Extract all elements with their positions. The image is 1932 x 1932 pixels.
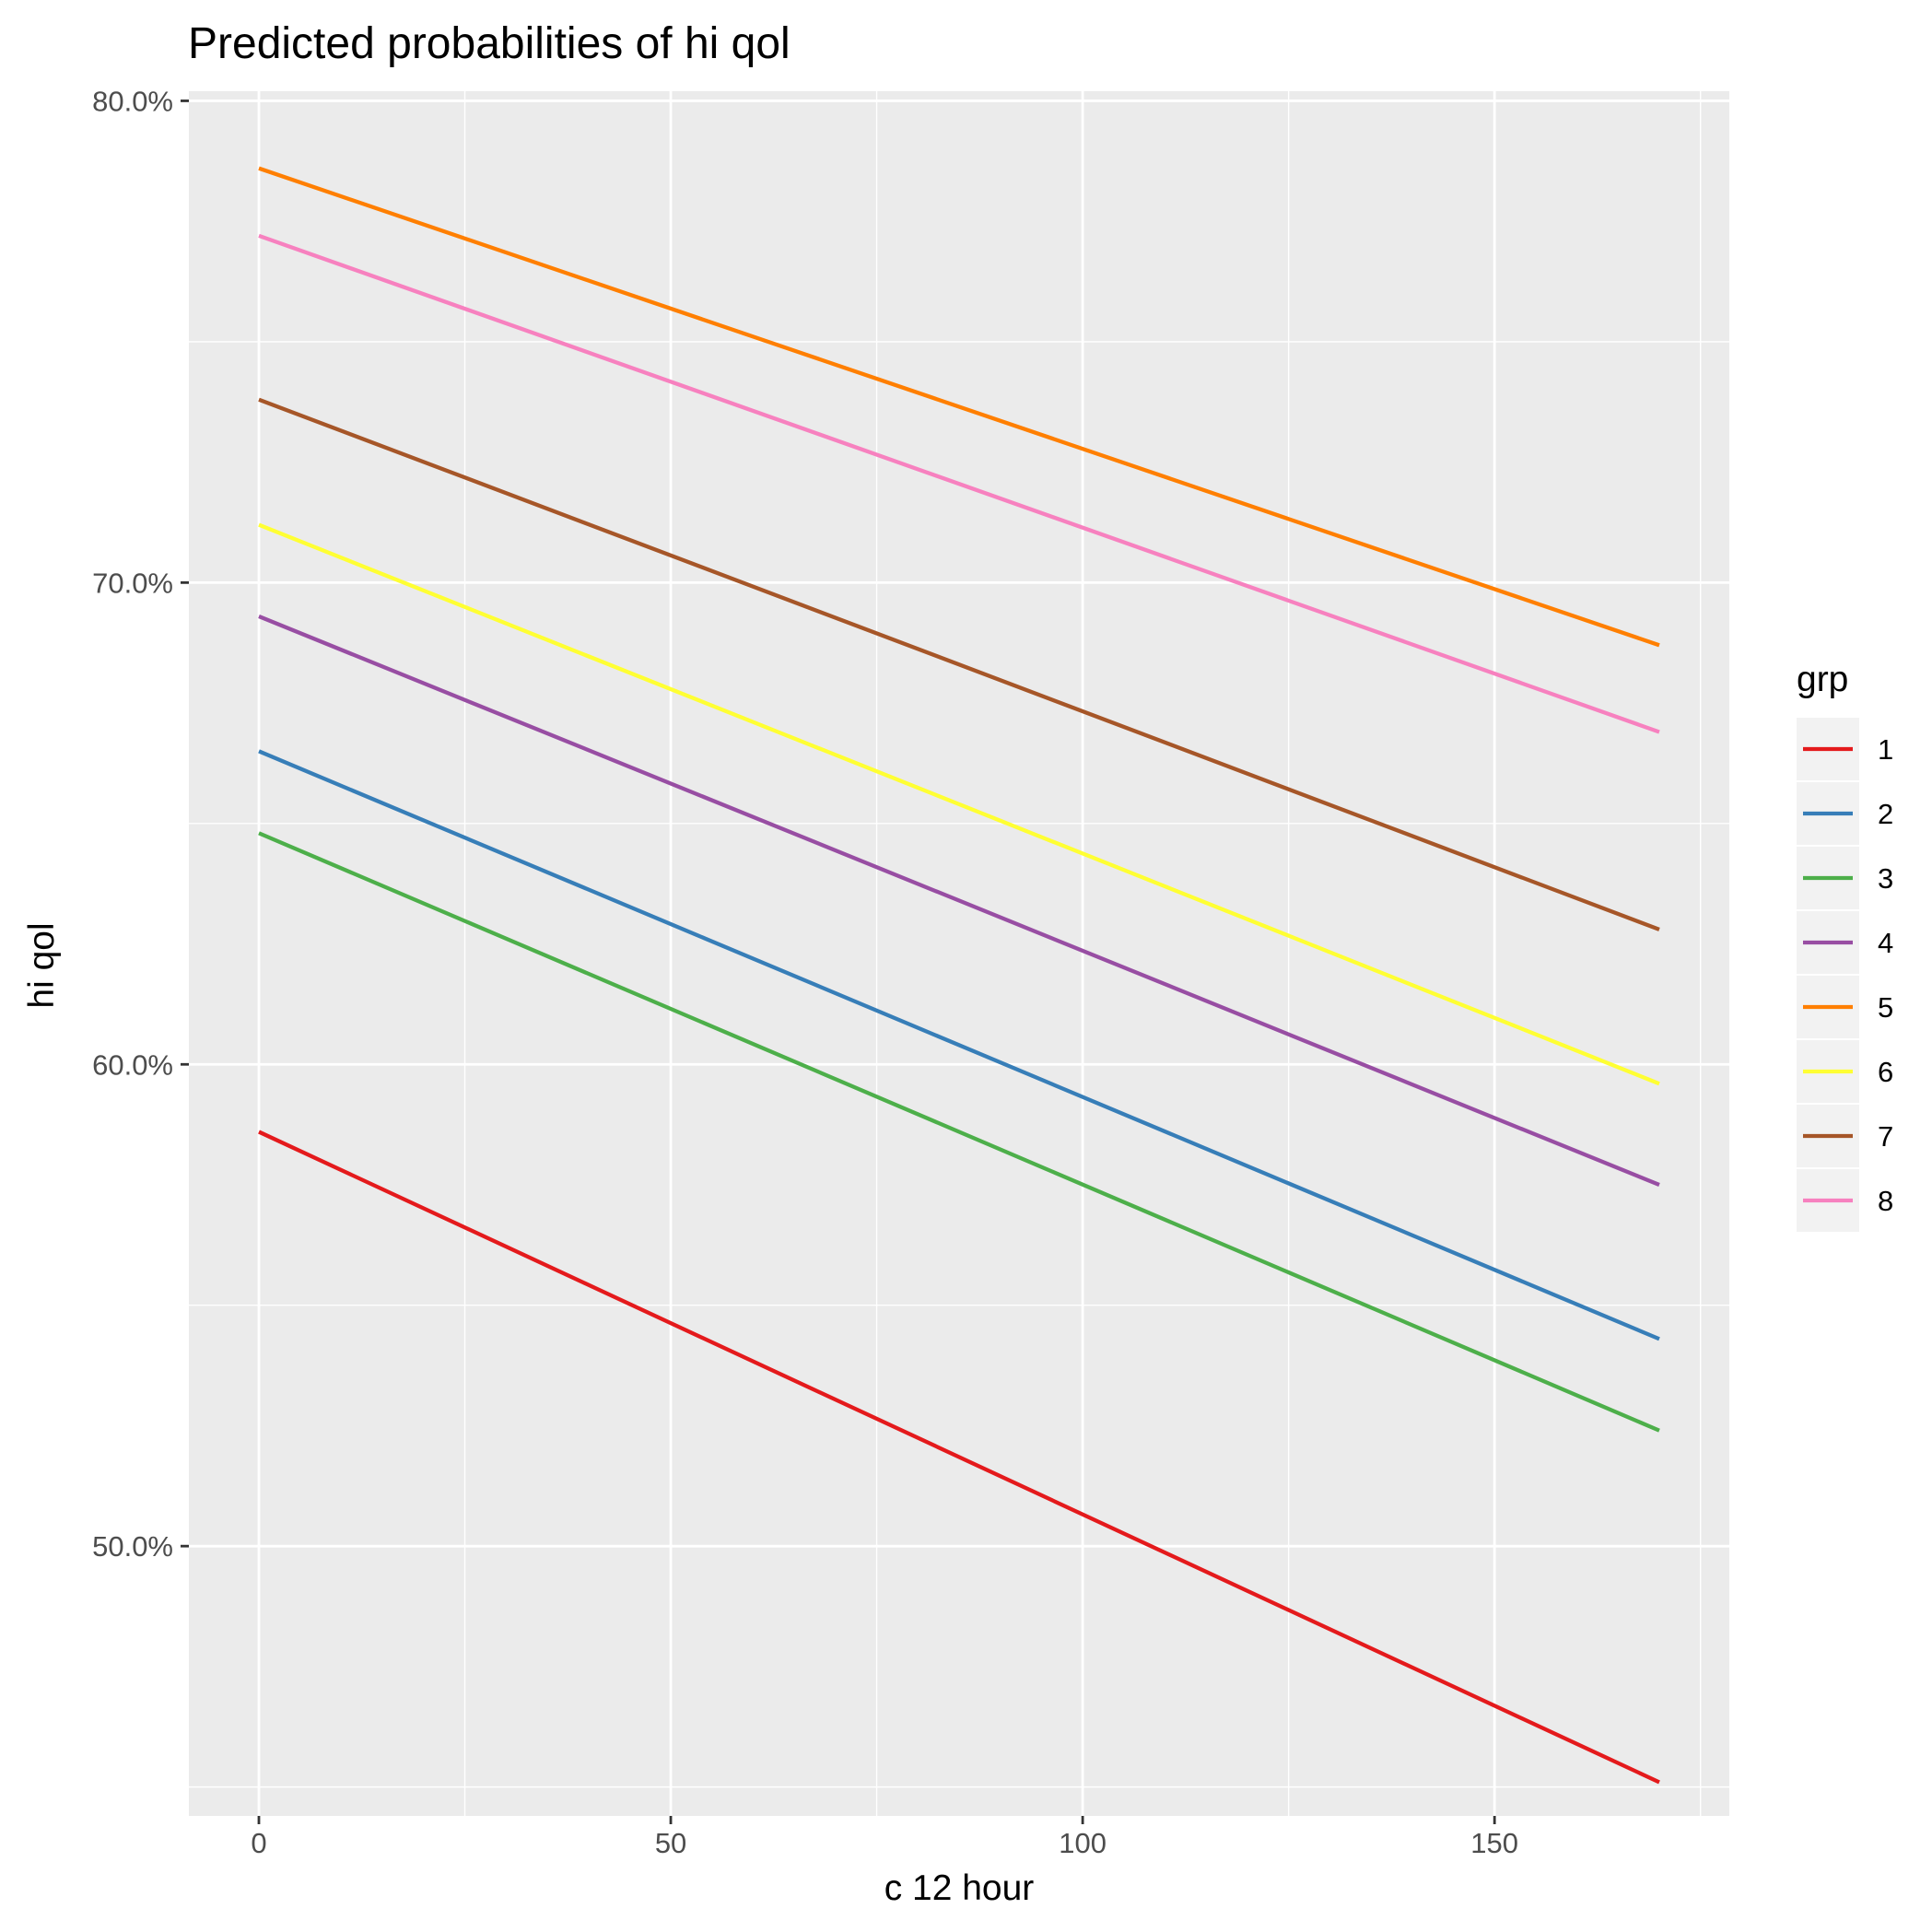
series-line-5 bbox=[258, 166, 1660, 648]
legend-label-1: 1 bbox=[1878, 733, 1893, 766]
y-axis: 50.0% 60.0% 70.0% 80.0% bbox=[92, 85, 189, 1563]
legend-label-7: 7 bbox=[1878, 1120, 1893, 1153]
y-tick-label: 60.0% bbox=[92, 1048, 173, 1081]
y-tick-label: 80.0% bbox=[92, 85, 173, 117]
series-line-3 bbox=[258, 831, 1660, 1433]
y-tick-label: 50.0% bbox=[92, 1530, 173, 1563]
legend: grp 1 2 3 4 5 6 7 8 bbox=[1797, 660, 1893, 1232]
series-line-1 bbox=[258, 1130, 1660, 1785]
x-axis: 0 50 100 150 bbox=[251, 1816, 1518, 1859]
series-lines bbox=[258, 166, 1660, 1785]
series-line-4 bbox=[258, 615, 1660, 1187]
legend-label-8: 8 bbox=[1878, 1185, 1893, 1217]
legend-title: grp bbox=[1797, 660, 1848, 699]
legend-label-6: 6 bbox=[1878, 1056, 1893, 1088]
x-tick-label: 150 bbox=[1470, 1827, 1518, 1859]
legend-label-5: 5 bbox=[1878, 991, 1893, 1024]
legend-label-3: 3 bbox=[1878, 862, 1893, 895]
x-tick-label: 0 bbox=[251, 1827, 266, 1859]
plot-panel bbox=[189, 91, 1729, 1816]
chart-title: Predicted probabilities of hi qol bbox=[188, 19, 790, 68]
series-line-6 bbox=[258, 522, 1660, 1086]
legend-label-2: 2 bbox=[1878, 798, 1893, 830]
x-tick-label: 50 bbox=[655, 1827, 686, 1859]
series-line-7 bbox=[258, 397, 1660, 931]
x-axis-title: c 12 hour bbox=[884, 1868, 1035, 1908]
y-tick-label: 70.0% bbox=[92, 567, 173, 599]
series-line-8 bbox=[258, 233, 1660, 734]
series-line-2 bbox=[258, 749, 1660, 1341]
x-tick-label: 100 bbox=[1059, 1827, 1107, 1859]
legend-label-4: 4 bbox=[1878, 927, 1893, 959]
major-gridlines bbox=[189, 91, 1729, 1816]
y-axis-title: hi qol bbox=[22, 922, 62, 1008]
